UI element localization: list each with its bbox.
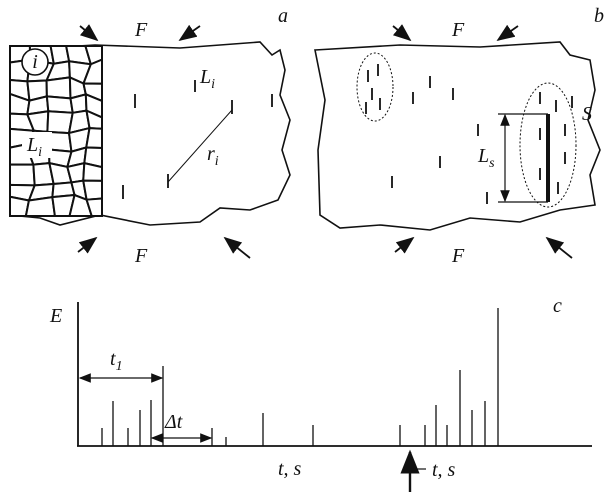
force-label: F — [134, 19, 148, 41]
grain-cell — [83, 181, 102, 200]
grain-label: i — [32, 51, 38, 73]
distance-label: ri — [207, 143, 219, 169]
force-label: F — [451, 19, 465, 41]
cluster-outline — [357, 53, 393, 121]
time-marker-label: t, s — [432, 459, 456, 481]
panel-c: c E t1 Δt t, s t, s — [49, 295, 592, 492]
grain-cell — [47, 77, 71, 98]
force-label: F — [134, 245, 148, 267]
panel-label: c — [553, 295, 562, 317]
crack-length-label: Li — [199, 66, 215, 92]
panel-b: Ls S b F F — [315, 5, 604, 267]
emission-spikes — [102, 308, 498, 446]
grain-cell — [10, 165, 35, 186]
grain-cell — [47, 96, 73, 112]
panel-label: a — [278, 5, 288, 27]
distance-line — [168, 110, 232, 182]
interval-first-label: t1 — [110, 348, 123, 374]
grain-cell — [26, 197, 55, 216]
cracks — [123, 80, 272, 199]
grain-cell — [67, 163, 84, 182]
figure: i Li Li ri a F F Ls S b F F c E — [0, 0, 610, 496]
cluster-label: S — [582, 103, 592, 125]
panel-label: b — [594, 5, 604, 27]
force-label: F — [451, 245, 465, 267]
x-axis-label: t, s — [278, 458, 302, 480]
specimen-outline — [315, 42, 600, 230]
y-axis-label: E — [49, 305, 62, 327]
force-arrows — [78, 26, 250, 258]
length-bracket — [498, 114, 548, 202]
grain-cell — [83, 163, 102, 181]
interval-arrows — [80, 378, 211, 438]
cracks — [366, 64, 572, 204]
panel-a: i Li Li ri a F F — [10, 5, 290, 267]
interval-label: Δt — [164, 411, 183, 433]
grain-cell — [86, 128, 102, 148]
grain-mosaic — [10, 46, 102, 216]
